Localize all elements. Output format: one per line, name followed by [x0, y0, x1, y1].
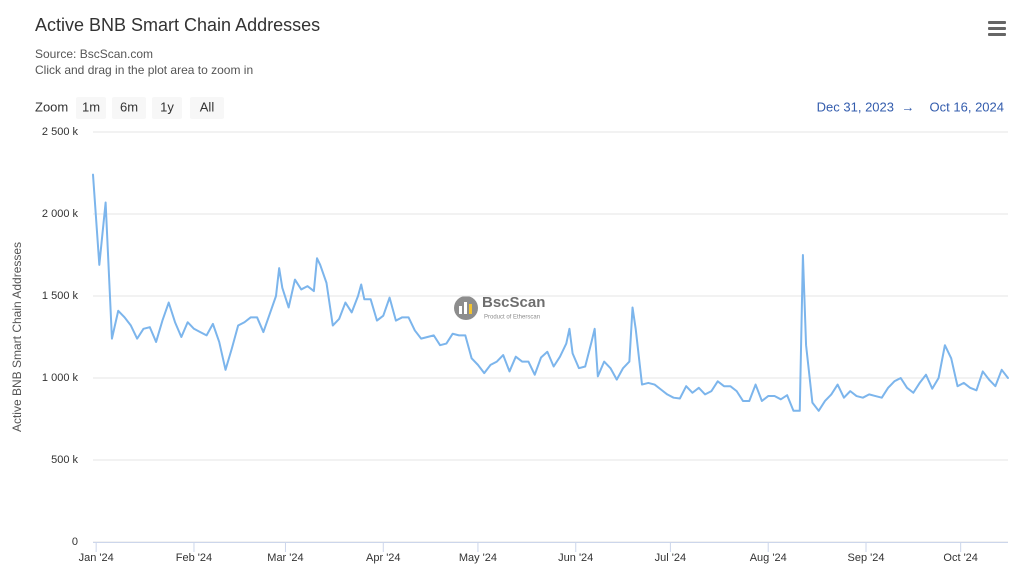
range-from: Dec 31, 2023 — [817, 99, 894, 114]
watermark: BscScan Product of Etherscan — [454, 294, 545, 321]
y-tick-label: 0 — [72, 536, 78, 548]
y-tick-label: 1 500 k — [42, 290, 79, 302]
x-tick-label: Mar '24 — [267, 552, 303, 564]
zoom-button[interactable] — [112, 97, 146, 119]
zoom-button-label[interactable]: 1y — [160, 99, 174, 114]
menu-bar — [988, 33, 1006, 36]
x-tick-label: May '24 — [459, 552, 497, 564]
x-tick-label: Jan '24 — [79, 552, 114, 564]
x-tick-label: Oct '24 — [943, 552, 978, 564]
y-tick-label: 1 000 k — [42, 372, 79, 384]
x-tick-label: Jul '24 — [655, 552, 686, 564]
zoom-buttons: 1m 6m 1y All — [76, 97, 224, 119]
zoom-button-label[interactable]: 6m — [120, 99, 138, 114]
y-axis-title: Active BNB Smart Chain Addresses — [10, 242, 24, 432]
menu-bar — [988, 21, 1006, 24]
range-to: Oct 16, 2024 — [930, 99, 1004, 114]
x-tick-label: Sep '24 — [848, 552, 885, 564]
instruction: Click and drag in the plot area to zoom … — [35, 63, 253, 77]
chart-title: Active BNB Smart Chain Addresses — [35, 15, 320, 35]
x-tick-label: Feb '24 — [176, 552, 212, 564]
watermark-subtitle: Product of Etherscan — [484, 315, 540, 321]
menu-bar — [988, 27, 1006, 30]
zoom-button[interactable] — [76, 97, 106, 119]
zoom-button[interactable] — [152, 97, 182, 119]
data-line — [92, 173, 1009, 412]
zoom-button-label[interactable]: 1m — [82, 99, 100, 114]
zoom-button-label[interactable]: All — [200, 99, 215, 114]
watermark-logo-bar — [469, 304, 472, 314]
zoom-label: Zoom — [35, 99, 68, 114]
watermark-logo-bar — [464, 302, 467, 314]
y-tick-label: 2 500 k — [42, 126, 79, 138]
x-tick-label: Jun '24 — [558, 552, 593, 564]
watermark-title: BscScan — [482, 294, 545, 311]
x-tick-label: Aug '24 — [750, 552, 787, 564]
y-tick-label: 2 000 k — [42, 208, 79, 220]
zoom-button[interactable] — [190, 97, 224, 119]
menu-button[interactable] — [986, 18, 1008, 38]
y-tick-label: 500 k — [51, 454, 78, 466]
source: Source: BscScan.com — [35, 47, 153, 61]
range-separator: → — [902, 99, 915, 114]
watermark-logo-bar — [459, 306, 462, 314]
x-tick-label: Apr '24 — [366, 552, 401, 564]
